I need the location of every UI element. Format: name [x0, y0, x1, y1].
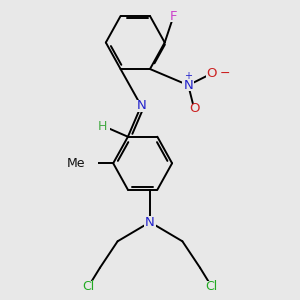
Text: N: N [136, 99, 146, 112]
FancyBboxPatch shape [182, 79, 194, 91]
FancyBboxPatch shape [79, 158, 98, 168]
Text: +: + [184, 71, 192, 81]
Text: O: O [189, 102, 200, 115]
FancyBboxPatch shape [99, 121, 110, 132]
FancyBboxPatch shape [206, 68, 218, 79]
FancyBboxPatch shape [81, 281, 95, 293]
Text: N: N [183, 79, 193, 92]
FancyBboxPatch shape [189, 103, 199, 114]
Text: F: F [170, 10, 177, 22]
FancyBboxPatch shape [144, 216, 156, 228]
Text: Me: Me [67, 157, 85, 170]
Text: H: H [98, 120, 108, 133]
FancyBboxPatch shape [205, 281, 219, 293]
Text: Cl: Cl [206, 280, 218, 293]
FancyBboxPatch shape [135, 100, 147, 112]
Text: −: − [220, 67, 230, 80]
Text: N: N [145, 216, 155, 229]
FancyBboxPatch shape [166, 10, 182, 22]
Text: O: O [207, 67, 217, 80]
Text: Cl: Cl [82, 280, 94, 293]
